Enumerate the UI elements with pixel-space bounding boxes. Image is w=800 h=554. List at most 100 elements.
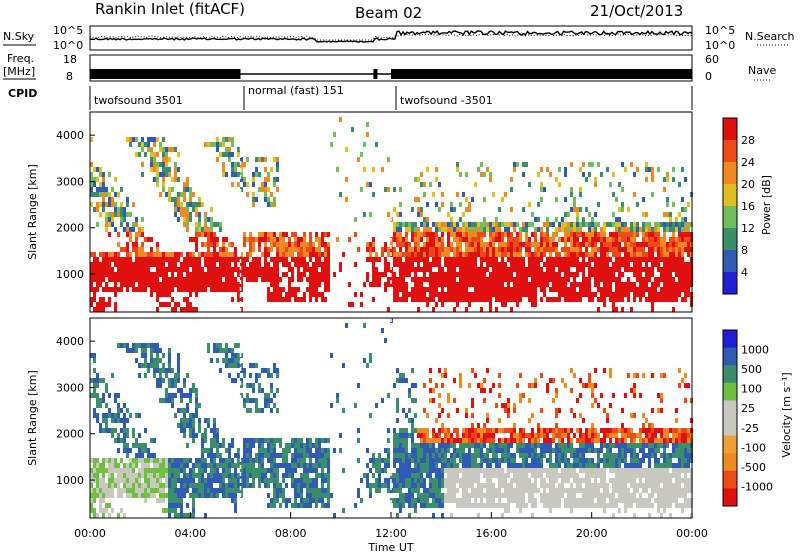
- heatmap-cell: [570, 232, 573, 237]
- heatmap-cell: [276, 272, 279, 277]
- heatmap-cell: [489, 237, 492, 242]
- heatmap-cell: [669, 262, 672, 267]
- heatmap-cell: [447, 227, 450, 232]
- heatmap-cell: [387, 428, 390, 433]
- heatmap-cell: [210, 262, 213, 267]
- heatmap-cell: [216, 267, 219, 272]
- heatmap-cell: [150, 458, 153, 463]
- heatmap-cell: [276, 488, 279, 493]
- heatmap-cell: [456, 488, 459, 493]
- heatmap-cell: [366, 478, 369, 483]
- heatmap-cell: [522, 162, 525, 167]
- heatmap-cell: [231, 458, 234, 463]
- heatmap-cell: [207, 473, 210, 478]
- heatmap-cell: [99, 267, 102, 272]
- heatmap-cell: [183, 282, 186, 287]
- heatmap-cell: [93, 192, 96, 197]
- heatmap-cell: [597, 247, 600, 252]
- heatmap-cell: [210, 488, 213, 493]
- heatmap-cell: [489, 478, 492, 483]
- heatmap-cell: [423, 443, 426, 448]
- heatmap-cell: [480, 438, 483, 443]
- heatmap-cell: [225, 252, 228, 257]
- heatmap-cell: [654, 262, 657, 267]
- heatmap-cell: [483, 252, 486, 257]
- heatmap-cell: [636, 242, 639, 247]
- heatmap-cell: [555, 473, 558, 478]
- heatmap-cell: [642, 252, 645, 257]
- heatmap-cell: [501, 287, 504, 292]
- heatmap-cell: [429, 438, 432, 443]
- heatmap-cell: [408, 222, 411, 227]
- heatmap-cell: [393, 272, 396, 277]
- heatmap-cell: [525, 448, 528, 453]
- heatmap-cell: [456, 292, 459, 297]
- heatmap-cell: [480, 222, 483, 227]
- heatmap-cell: [534, 433, 537, 438]
- heatmap-cell: [159, 262, 162, 267]
- heatmap-cell: [114, 302, 117, 307]
- heatmap-cell: [450, 277, 453, 282]
- heatmap-cell: [510, 232, 513, 237]
- heatmap-cell: [474, 277, 477, 282]
- heatmap-cell: [417, 212, 420, 217]
- heatmap-cell: [549, 247, 552, 252]
- heatmap-cell: [465, 473, 468, 478]
- heatmap-cell: [687, 227, 690, 232]
- heatmap-cell: [534, 478, 537, 483]
- heatmap-cell: [168, 378, 171, 383]
- heatmap-cell: [210, 428, 213, 433]
- heatmap-cell: [549, 483, 552, 488]
- heatmap-cell: [474, 433, 477, 438]
- heatmap-cell: [213, 222, 216, 227]
- heatmap-cell: [309, 287, 312, 292]
- heatmap-cell: [618, 242, 621, 247]
- heatmap-cell: [210, 478, 213, 483]
- heatmap-cell: [219, 483, 222, 488]
- heatmap-cell: [684, 227, 687, 232]
- heatmap-cell: [489, 232, 492, 237]
- heatmap-cell: [120, 202, 123, 207]
- heatmap-cell: [444, 438, 447, 443]
- heatmap-cell: [222, 267, 225, 272]
- heatmap-cell: [597, 272, 600, 277]
- heatmap-cell: [318, 493, 321, 498]
- heatmap-cell: [546, 272, 549, 277]
- heatmap-cell: [237, 287, 240, 292]
- heatmap-cell: [396, 378, 399, 383]
- heatmap-cell: [471, 277, 474, 282]
- heatmap-cell: [432, 292, 435, 297]
- heatmap-cell: [489, 227, 492, 232]
- heatmap-cell: [471, 458, 474, 463]
- heatmap-cell: [375, 282, 378, 287]
- heatmap-cell: [459, 498, 462, 503]
- heatmap-cell: [537, 468, 540, 473]
- heatmap-cell: [297, 478, 300, 483]
- heatmap-cell: [210, 242, 213, 247]
- heatmap-cell: [186, 187, 189, 192]
- heatmap-cell: [630, 267, 633, 272]
- heatmap-cell: [324, 277, 327, 282]
- heatmap-cell: [519, 287, 522, 292]
- heatmap-cell: [255, 272, 258, 277]
- heatmap-cell: [255, 373, 258, 378]
- heatmap-cell: [96, 257, 99, 262]
- heatmap-cell: [327, 488, 330, 493]
- heatmap-cell: [114, 418, 117, 423]
- noise-sky-line: [90, 29, 693, 43]
- heatmap-cell: [411, 383, 414, 388]
- heatmap-cell: [327, 458, 330, 463]
- heatmap-cell: [321, 242, 324, 247]
- heatmap-cell: [186, 177, 189, 182]
- heatmap-cell: [120, 287, 123, 292]
- heatmap-cell: [246, 157, 249, 162]
- heatmap-cell: [570, 237, 573, 242]
- heatmap-cell: [534, 458, 537, 463]
- heatmap-cell: [126, 493, 129, 498]
- heatmap-cell: [447, 222, 450, 227]
- heatmap-cell: [264, 167, 267, 172]
- heatmap-cell: [498, 267, 501, 272]
- heatmap-cell: [543, 493, 546, 498]
- heatmap-cell: [102, 207, 105, 212]
- heatmap-cell: [159, 162, 162, 167]
